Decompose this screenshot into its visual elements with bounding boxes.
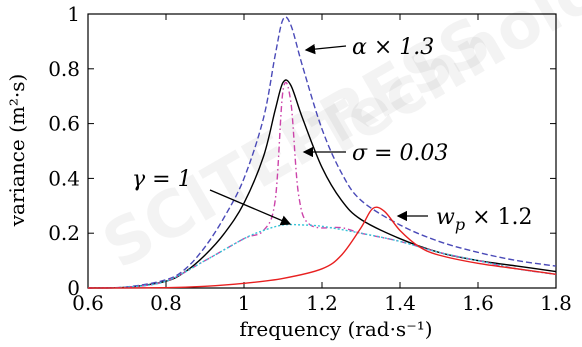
plot-layer: 0.6 0.8 1 1.2 1.4 1.6 1.8 0 0.2 0.4 0.6 0.8 1: [48, 2, 572, 315]
annotation-gamma-arrow: [209, 189, 292, 226]
annotation-alpha: α × 1.3: [304, 35, 434, 60]
x-tick-label: 0.8: [150, 291, 182, 315]
x-tick-label: 1.2: [306, 291, 338, 315]
y-tick-label: 0: [67, 276, 80, 300]
series-gamma-line: [87, 223, 557, 289]
annotation-gamma: γ = 1: [132, 167, 292, 226]
annotation-wp-rest: × 1.2: [465, 205, 532, 230]
annotation-gamma-label: γ = 1: [132, 167, 192, 192]
annotation-sigma: σ = 0.03: [302, 141, 448, 166]
series-wp-line: [87, 206, 557, 289]
y-tick-label: 0.4: [48, 166, 80, 190]
watermark: SCITEPRESS Technology: [91, 0, 582, 284]
y-axis-label: variance (m²·s): [5, 74, 29, 228]
annotation-sigma-label: σ = 0.03: [352, 141, 448, 166]
series-sigma-line: [87, 81, 557, 289]
y-tick-label: 0.2: [48, 221, 80, 245]
annotation-alpha-arrow: [304, 43, 347, 55]
y-tick-label: 0.8: [48, 57, 80, 81]
annotation-wp-sub: p: [455, 215, 465, 234]
x-tick-label: 0.6: [72, 291, 104, 315]
annotation-wp-main: w: [436, 205, 455, 230]
x-tick-label: 1.8: [540, 291, 572, 315]
x-tick-label: 1: [238, 291, 251, 315]
annotation-alpha-label: α × 1.3: [352, 35, 434, 60]
series-alpha-line: [87, 16, 557, 289]
annotation-wp-label: wp × 1.2: [436, 205, 533, 234]
x-tick-label: 1.6: [462, 291, 494, 315]
x-axis-label: frequency (rad·s⁻¹): [239, 317, 432, 341]
annotation-wp: wp × 1.2: [396, 205, 533, 234]
x-tick-label: 1.4: [384, 291, 416, 315]
y-tick-label: 1: [67, 2, 80, 26]
y-tick-label: 0.6: [48, 112, 80, 136]
